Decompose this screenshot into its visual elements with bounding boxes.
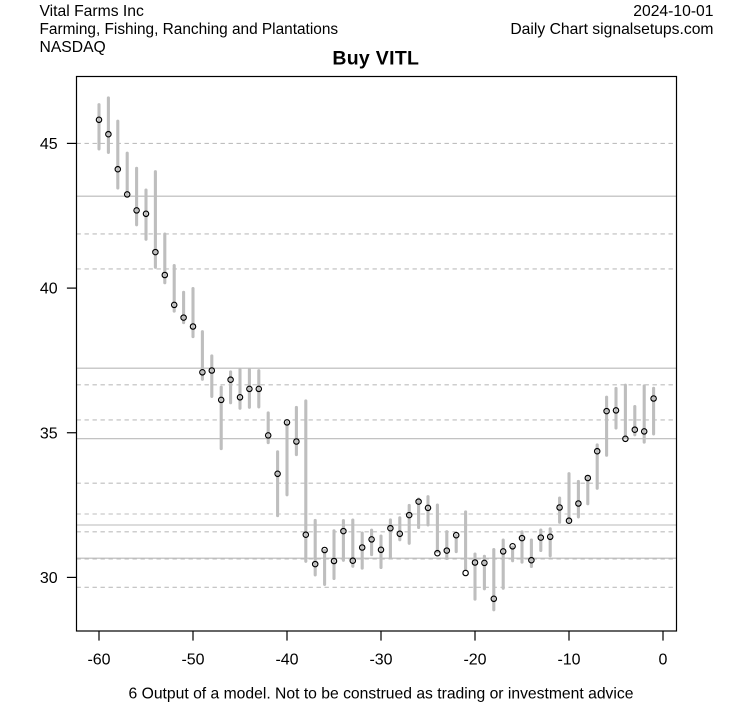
- svg-text:35: 35: [40, 425, 58, 442]
- svg-text:NASDAQ: NASDAQ: [40, 39, 106, 56]
- svg-text:Daily Chart signalsetups.com: Daily Chart signalsetups.com: [510, 21, 713, 38]
- svg-text:45: 45: [40, 136, 58, 153]
- svg-text:0: 0: [659, 652, 668, 669]
- svg-text:Vital Farms Inc: Vital Farms Inc: [40, 3, 144, 20]
- svg-text:6 Output of a model. Not to be: 6 Output of a model. Not to be construed…: [129, 686, 634, 703]
- svg-text:40: 40: [40, 281, 58, 298]
- svg-text:-50: -50: [181, 652, 204, 669]
- svg-text:Farming, Fishing, Ranching and: Farming, Fishing, Ranching and Plantatio…: [40, 21, 339, 38]
- svg-text:Buy VITL: Buy VITL: [332, 48, 419, 70]
- svg-text:-40: -40: [275, 652, 298, 669]
- svg-text:-30: -30: [369, 652, 392, 669]
- svg-text:-10: -10: [557, 652, 580, 669]
- svg-text:-20: -20: [463, 652, 486, 669]
- svg-text:30: 30: [40, 570, 58, 587]
- svg-text:-60: -60: [87, 652, 110, 669]
- svg-text:2024-10-01: 2024-10-01: [633, 3, 713, 20]
